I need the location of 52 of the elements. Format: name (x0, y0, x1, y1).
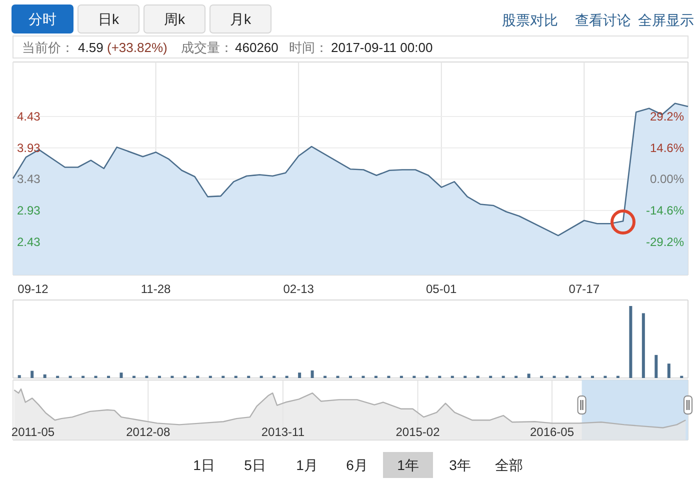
y-tick-label: 4.43 (17, 110, 41, 124)
bar (298, 372, 302, 378)
text: 6月 (346, 457, 368, 473)
y-tick-label: 2.93 (17, 203, 41, 218)
x-tick-label: 2015-02 (396, 425, 440, 439)
text: 1月 (296, 457, 318, 473)
x-tick-label: 07-17 (568, 282, 600, 296)
x-tick-label: 2013-11 (261, 425, 305, 439)
text: 当前价： (22, 40, 74, 55)
bar (310, 370, 314, 378)
text: 查看讨论 (575, 12, 631, 28)
text: 股票对比 (502, 12, 558, 28)
y-tick-label: 3.43 (17, 172, 41, 186)
text: 时间： (289, 40, 328, 55)
text: 5日 (244, 457, 266, 473)
text: 成交量： (181, 40, 233, 55)
text: 全部 (495, 457, 523, 473)
bar (654, 354, 658, 378)
x-tick-label: 2012-08 (126, 425, 170, 439)
text: 日k (98, 11, 120, 27)
text: 2017-09-11 00:00 (331, 40, 433, 55)
y2-tick-label: 0.00% (650, 172, 684, 186)
bar (527, 374, 530, 378)
y2-tick-label: -29.2% (646, 234, 684, 249)
y-tick-label: 2.43 (17, 234, 41, 249)
x-tick-label: 11-28 (140, 282, 172, 296)
bar (120, 372, 123, 378)
bar (642, 313, 645, 378)
x-tick-label: 09-12 (18, 282, 49, 296)
x-tick-label: 05-01 (426, 282, 458, 296)
text: 周k (164, 11, 186, 27)
text: 1日 (193, 457, 215, 473)
text: 460260 (235, 40, 278, 55)
bar (629, 306, 632, 378)
bar (30, 370, 34, 378)
bar (43, 374, 46, 378)
bar (18, 375, 21, 378)
x-tick-label: 2011-05 (11, 425, 55, 439)
text: 全屏显示 (638, 12, 694, 28)
text: 4.59 (78, 40, 104, 55)
x-tick-label: 02-13 (283, 282, 314, 296)
y2-tick-label: 29.2% (650, 109, 684, 124)
x-tick-label: 2016-05 (530, 425, 574, 439)
text: 月k (230, 11, 252, 27)
bar (667, 364, 670, 378)
y2-tick-label: -14.6% (646, 204, 684, 218)
text: 分时 (28, 11, 56, 27)
text: 1年 (397, 457, 419, 473)
text: (+33.82%) (107, 40, 168, 55)
y2-tick-label: 14.6% (650, 140, 684, 155)
text: 3年 (449, 457, 471, 473)
y-tick-label: 3.93 (17, 140, 41, 155)
